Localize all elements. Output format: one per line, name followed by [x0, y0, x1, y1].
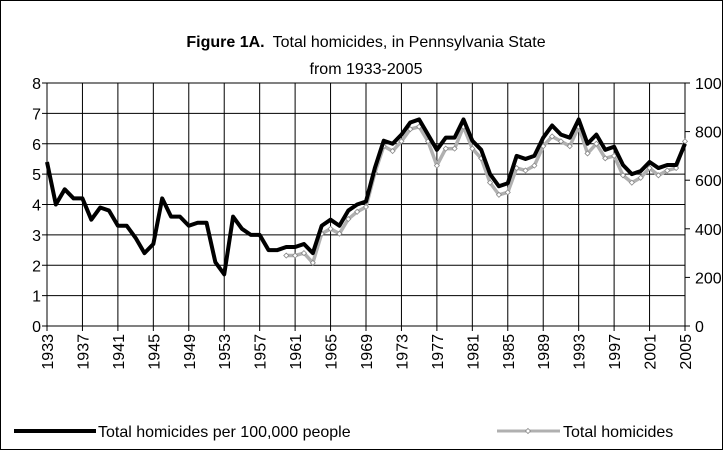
point-marker [504, 189, 511, 196]
x-tick-label: 1973 [394, 334, 411, 370]
chart-title-prefix: Figure 1A. [186, 34, 264, 51]
x-tick-label: 1969 [359, 334, 376, 370]
point-marker [442, 145, 449, 152]
point-marker [327, 225, 334, 232]
x-tick-label: 1953 [217, 334, 234, 370]
point-marker [611, 152, 618, 159]
point-marker [628, 179, 635, 186]
point-marker [345, 216, 352, 223]
y2-tick-label: 600 [695, 173, 722, 190]
point-marker [407, 126, 414, 133]
series-line [45, 117, 687, 277]
x-tick-label: 1977 [430, 334, 447, 370]
y2-tick-label: 1000 [695, 76, 723, 93]
y2-tick-label: 400 [695, 222, 722, 239]
x-tick-label: 1957 [253, 334, 270, 370]
point-marker [593, 140, 600, 147]
point-marker [664, 167, 671, 174]
y-tick-label: 6 [32, 137, 41, 154]
x-tick-label: 1981 [465, 334, 482, 370]
x-tick-label: 1989 [536, 334, 553, 370]
y-tick-label: 4 [32, 198, 41, 215]
point-marker [389, 147, 396, 155]
point-marker [398, 138, 405, 145]
point-marker [469, 145, 476, 152]
x-tick-label: 1933 [40, 334, 57, 370]
y-tick-label: 1 [32, 289, 41, 306]
y2-tick-label: 800 [695, 125, 722, 142]
x-tick-label: 1937 [75, 334, 92, 370]
point-marker [602, 155, 609, 162]
y-tick-label: 8 [32, 76, 41, 93]
point-marker [557, 138, 565, 145]
point-marker [451, 145, 458, 152]
legend-label: Total homicides per 100,000 people [98, 424, 351, 441]
x-tick-label: 2005 [678, 334, 695, 370]
point-marker [522, 167, 529, 174]
point-marker [486, 179, 494, 186]
point-marker [495, 191, 502, 198]
y-tick-label: 2 [32, 258, 41, 275]
y2-tick-label: 200 [695, 270, 722, 287]
y-tick-label: 5 [32, 167, 41, 184]
point-marker [584, 150, 591, 157]
point-marker [619, 172, 627, 179]
point-marker [300, 250, 308, 257]
x-tick-label: 1945 [146, 334, 163, 370]
x-tick-label: 1997 [607, 334, 624, 370]
point-marker [309, 259, 316, 266]
chart-subtitle: from 1933-2005 [310, 61, 423, 78]
point-marker [292, 252, 299, 259]
y-tick-label: 7 [32, 106, 41, 123]
point-marker [566, 143, 573, 150]
point-marker [362, 203, 370, 210]
point-marker [283, 252, 290, 259]
x-tick-label: 1965 [324, 334, 341, 370]
point-marker [655, 172, 662, 179]
legend-marker [524, 427, 532, 435]
point-marker [637, 174, 644, 181]
x-tick-label: 2001 [643, 334, 660, 370]
x-tick-label: 1961 [288, 334, 305, 370]
point-marker [531, 162, 538, 169]
point-marker [354, 208, 361, 215]
x-tick-label: 1941 [111, 334, 128, 370]
point-marker [646, 164, 653, 172]
y-tick-label: 0 [32, 319, 41, 336]
point-marker [336, 230, 343, 237]
x-tick-label: 1985 [501, 334, 518, 370]
point-marker [433, 162, 440, 169]
x-tick-label: 1949 [182, 334, 199, 370]
point-marker [549, 133, 556, 140]
legend-label: Total homicides [563, 424, 673, 441]
series-line [286, 124, 687, 265]
chart-title: Total homicides, in Pennsylvania State [273, 34, 546, 51]
y2-tick-label: 0 [695, 319, 704, 336]
y-tick-label: 3 [32, 228, 41, 245]
x-tick-label: 1993 [572, 334, 589, 370]
